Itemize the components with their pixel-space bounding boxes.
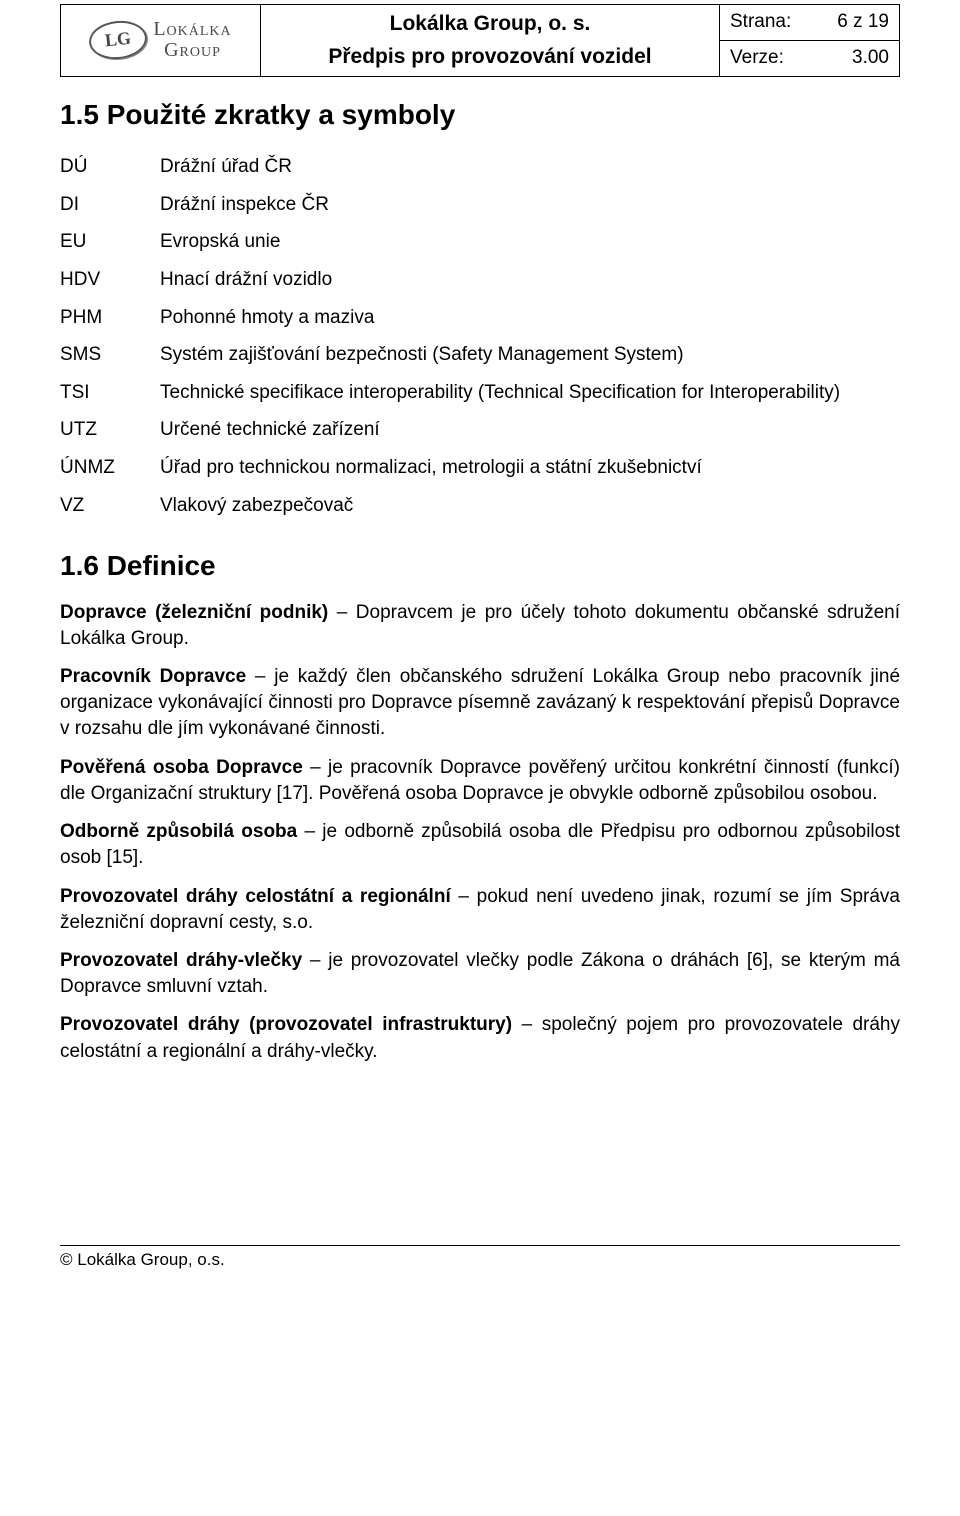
abbrev-row: TSITechnické specifikace interoperabilit… <box>60 374 900 412</box>
logo-cell: LG Lokálka Group <box>61 5 261 77</box>
page-meta: Strana: 6 z 19 <box>720 5 900 41</box>
title-cell: Lokálka Group, o. s. Předpis pro provozo… <box>261 5 720 77</box>
abbrev-desc: Vlakový zabezpečovač <box>160 487 900 525</box>
definition-item: Dopravce (železniční podnik) – Dopravcem… <box>60 600 900 652</box>
abbrev-desc: Pohonné hmoty a maziva <box>160 299 900 337</box>
abbrev-table: DÚDrážní úřad ČRDIDrážní inspekce ČREUEv… <box>60 148 900 524</box>
definition-item: Provozovatel dráhy-vlečky – je provozova… <box>60 948 900 1000</box>
version-label: Verze: <box>730 45 784 72</box>
definition-item: Pověřená osoba Dopravce – je pracovník D… <box>60 755 900 807</box>
logo: LG Lokálka Group <box>71 19 250 61</box>
definition-term: Provozovatel dráhy-vlečky <box>60 950 302 971</box>
doc-subtitle: Předpis pro provozování vozidel <box>271 42 709 71</box>
abbrev-row: SMSSystém zajišťování bezpečnosti (Safet… <box>60 336 900 374</box>
abbrev-desc: Úřad pro technickou normalizaci, metrolo… <box>160 449 900 487</box>
version-meta: Verze: 3.00 <box>720 40 900 76</box>
abbrev-key: VZ <box>60 487 160 525</box>
page-value: 6 z 19 <box>837 9 889 36</box>
abbrev-row: UTZUrčené technické zařízení <box>60 411 900 449</box>
definition-item: Odborně způsobilá osoba – je odborně způ… <box>60 819 900 871</box>
abbrev-row: EUEvropská unie <box>60 223 900 261</box>
doc-title: Lokálka Group, o. s. <box>271 9 709 38</box>
version-value: 3.00 <box>852 45 889 72</box>
definition-term: Pověřená osoba Dopravce <box>60 757 303 778</box>
definition-term: Provozovatel dráhy celostátní a regionál… <box>60 886 451 907</box>
definition-item: Provozovatel dráhy (provozovatel infrast… <box>60 1012 900 1064</box>
section-heading-definitions: 1.6 Definice <box>60 546 900 585</box>
page-label: Strana: <box>730 9 791 36</box>
logo-line2: Group <box>153 40 231 61</box>
document-header: LG Lokálka Group Lokálka Group, o. s. Př… <box>60 4 900 77</box>
section-heading-abbrev: 1.5 Použité zkratky a symboly <box>60 95 900 134</box>
abbrev-key: HDV <box>60 261 160 299</box>
logo-badge: LG <box>88 18 150 62</box>
abbrev-key: PHM <box>60 299 160 337</box>
abbrev-desc: Systém zajišťování bezpečnosti (Safety M… <box>160 336 900 374</box>
abbrev-desc: Evropská unie <box>160 223 900 261</box>
abbrev-row: PHMPohonné hmoty a maziva <box>60 299 900 337</box>
footer-copyright: © Lokálka Group, o.s. <box>60 1245 900 1272</box>
logo-line1: Lokálka <box>153 19 231 40</box>
definition-term: Odborně způsobilá osoba <box>60 821 297 842</box>
definitions-list: Dopravce (železniční podnik) – Dopravcem… <box>60 600 900 1065</box>
definition-item: Pracovník Dopravce – je každý člen občan… <box>60 664 900 743</box>
abbrev-row: DÚDrážní úřad ČR <box>60 148 900 186</box>
logo-text: Lokálka Group <box>153 19 231 61</box>
abbrev-row: VZVlakový zabezpečovač <box>60 487 900 525</box>
definition-term: Dopravce (železniční podnik) <box>60 602 328 623</box>
abbrev-row: DIDrážní inspekce ČR <box>60 186 900 224</box>
abbrev-desc: Drážní úřad ČR <box>160 148 900 186</box>
definition-term: Provozovatel dráhy (provozovatel infrast… <box>60 1014 512 1035</box>
abbrev-key: DÚ <box>60 148 160 186</box>
abbrev-row: HDVHnací drážní vozidlo <box>60 261 900 299</box>
abbrev-desc: Drážní inspekce ČR <box>160 186 900 224</box>
abbrev-desc: Určené technické zařízení <box>160 411 900 449</box>
abbrev-key: UTZ <box>60 411 160 449</box>
abbrev-key: TSI <box>60 374 160 412</box>
abbrev-key: ÚNMZ <box>60 449 160 487</box>
abbrev-desc: Technické specifikace interoperability (… <box>160 374 900 412</box>
definition-item: Provozovatel dráhy celostátní a regionál… <box>60 884 900 936</box>
abbrev-row: ÚNMZÚřad pro technickou normalizaci, met… <box>60 449 900 487</box>
abbrev-key: SMS <box>60 336 160 374</box>
definition-term: Pracovník Dopravce <box>60 666 246 687</box>
abbrev-key: EU <box>60 223 160 261</box>
abbrev-key: DI <box>60 186 160 224</box>
abbrev-desc: Hnací drážní vozidlo <box>160 261 900 299</box>
